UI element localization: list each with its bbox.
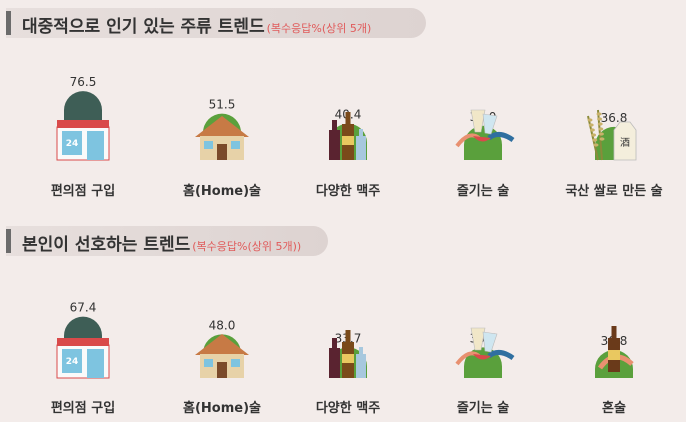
- bottle: [356, 354, 366, 378]
- wine: [473, 354, 491, 360]
- bottle-neck: [345, 112, 351, 125]
- bottle-label: [342, 354, 354, 363]
- rice-grain: [597, 117, 603, 121]
- value-label: 76.5: [70, 75, 97, 89]
- convenience-store-icon: 24: [56, 338, 110, 379]
- bottle-neck: [332, 120, 337, 131]
- glass: [482, 113, 498, 135]
- store-awning: [57, 120, 109, 128]
- value-label: 48.0: [209, 318, 236, 332]
- store-door: [87, 131, 104, 160]
- bottle-label: [342, 136, 354, 145]
- house-window: [231, 359, 240, 367]
- bottle-neck: [332, 338, 337, 349]
- house-window: [231, 141, 240, 149]
- convenience-store-icon: 24: [56, 120, 110, 161]
- store-door: [87, 349, 104, 378]
- arm: [487, 132, 515, 143]
- rice-wine-jar: [613, 121, 637, 161]
- section2-title-banner: 본인이 선호하는 트렌드 (복수응답%(상위 5개)): [6, 226, 328, 256]
- house-icon: [195, 334, 249, 378]
- bottle-neck: [359, 129, 363, 137]
- house-door: [217, 362, 227, 378]
- section2-subtitle: (복수응답%(상위 5개)): [192, 240, 302, 253]
- category-label: 즐기는 술: [457, 401, 509, 416]
- category-label: 홈(Home)술: [183, 400, 261, 416]
- house-icon: [195, 116, 249, 160]
- bottle: [329, 130, 340, 160]
- bottle-neck: [611, 326, 617, 339]
- category-label: 편의점 구입: [51, 183, 115, 199]
- house-window: [204, 359, 213, 367]
- bar: [464, 125, 502, 160]
- solo-drinking-icon: [597, 326, 634, 372]
- rice-grain: [592, 138, 598, 142]
- store-window: [62, 131, 82, 155]
- section1-title-banner: 대중적으로 인기 있는 주류 트렌드 (복수응답%(상위 5개): [6, 8, 426, 38]
- category-label: 혼술: [602, 400, 626, 416]
- cheers-glasses-icon: [455, 109, 515, 148]
- value-label: 67.4: [70, 301, 97, 315]
- beer-bottles-icon: [329, 112, 366, 160]
- glass: [470, 109, 486, 133]
- store-24-label: 24: [66, 357, 79, 367]
- arm: [487, 350, 515, 361]
- value-label: 51.5: [209, 98, 236, 112]
- glass: [482, 331, 498, 353]
- category-label: 국산 쌀로 만든 술: [565, 183, 662, 199]
- house-window: [204, 141, 213, 149]
- house-roof: [195, 334, 249, 355]
- bottle-neck: [359, 347, 363, 355]
- category-label: 다양한 맥주: [316, 183, 380, 199]
- rice-grain: [596, 112, 602, 116]
- store-window: [62, 349, 82, 373]
- title-accent-bar: [6, 11, 11, 35]
- wine: [473, 136, 491, 142]
- beer-bottles-icon: [329, 330, 366, 378]
- bottle: [356, 136, 366, 160]
- store-awning: [57, 338, 109, 346]
- category-label: 다양한 맥주: [316, 400, 380, 416]
- bottle-label: [608, 350, 620, 360]
- category-label: 편의점 구입: [51, 400, 115, 416]
- glass: [470, 327, 486, 351]
- rice-grain: [599, 137, 605, 141]
- bottle-neck: [345, 330, 351, 343]
- rice-grain: [591, 133, 597, 137]
- rice-grain: [598, 127, 604, 131]
- rice-grain: [597, 122, 603, 126]
- section1-title: 대중적으로 인기 있는 주류 트렌드: [22, 17, 265, 37]
- title-accent-bar: [6, 229, 11, 253]
- value-label: 36.8: [601, 111, 628, 125]
- store-24-label: 24: [66, 139, 79, 149]
- category-label: 홈(Home)술: [183, 183, 261, 199]
- rice-wine-icon: 酒: [587, 109, 637, 161]
- rice-grain: [587, 118, 593, 122]
- house-door: [217, 144, 227, 160]
- house-roof: [195, 116, 249, 137]
- category-label: 즐기는 술: [457, 184, 509, 199]
- rice-grain: [598, 132, 604, 136]
- section2-title: 본인이 선호하는 트렌드: [22, 235, 191, 255]
- section1-subtitle: (복수응답%(상위 5개): [266, 22, 372, 35]
- rice-grain: [593, 143, 599, 147]
- cheers-glasses-icon: [455, 327, 515, 366]
- jar-label: 酒: [620, 137, 630, 149]
- rice-stalk: [587, 115, 599, 161]
- rice-grain: [589, 128, 595, 132]
- bottle: [329, 348, 340, 378]
- rice-grain: [588, 123, 594, 127]
